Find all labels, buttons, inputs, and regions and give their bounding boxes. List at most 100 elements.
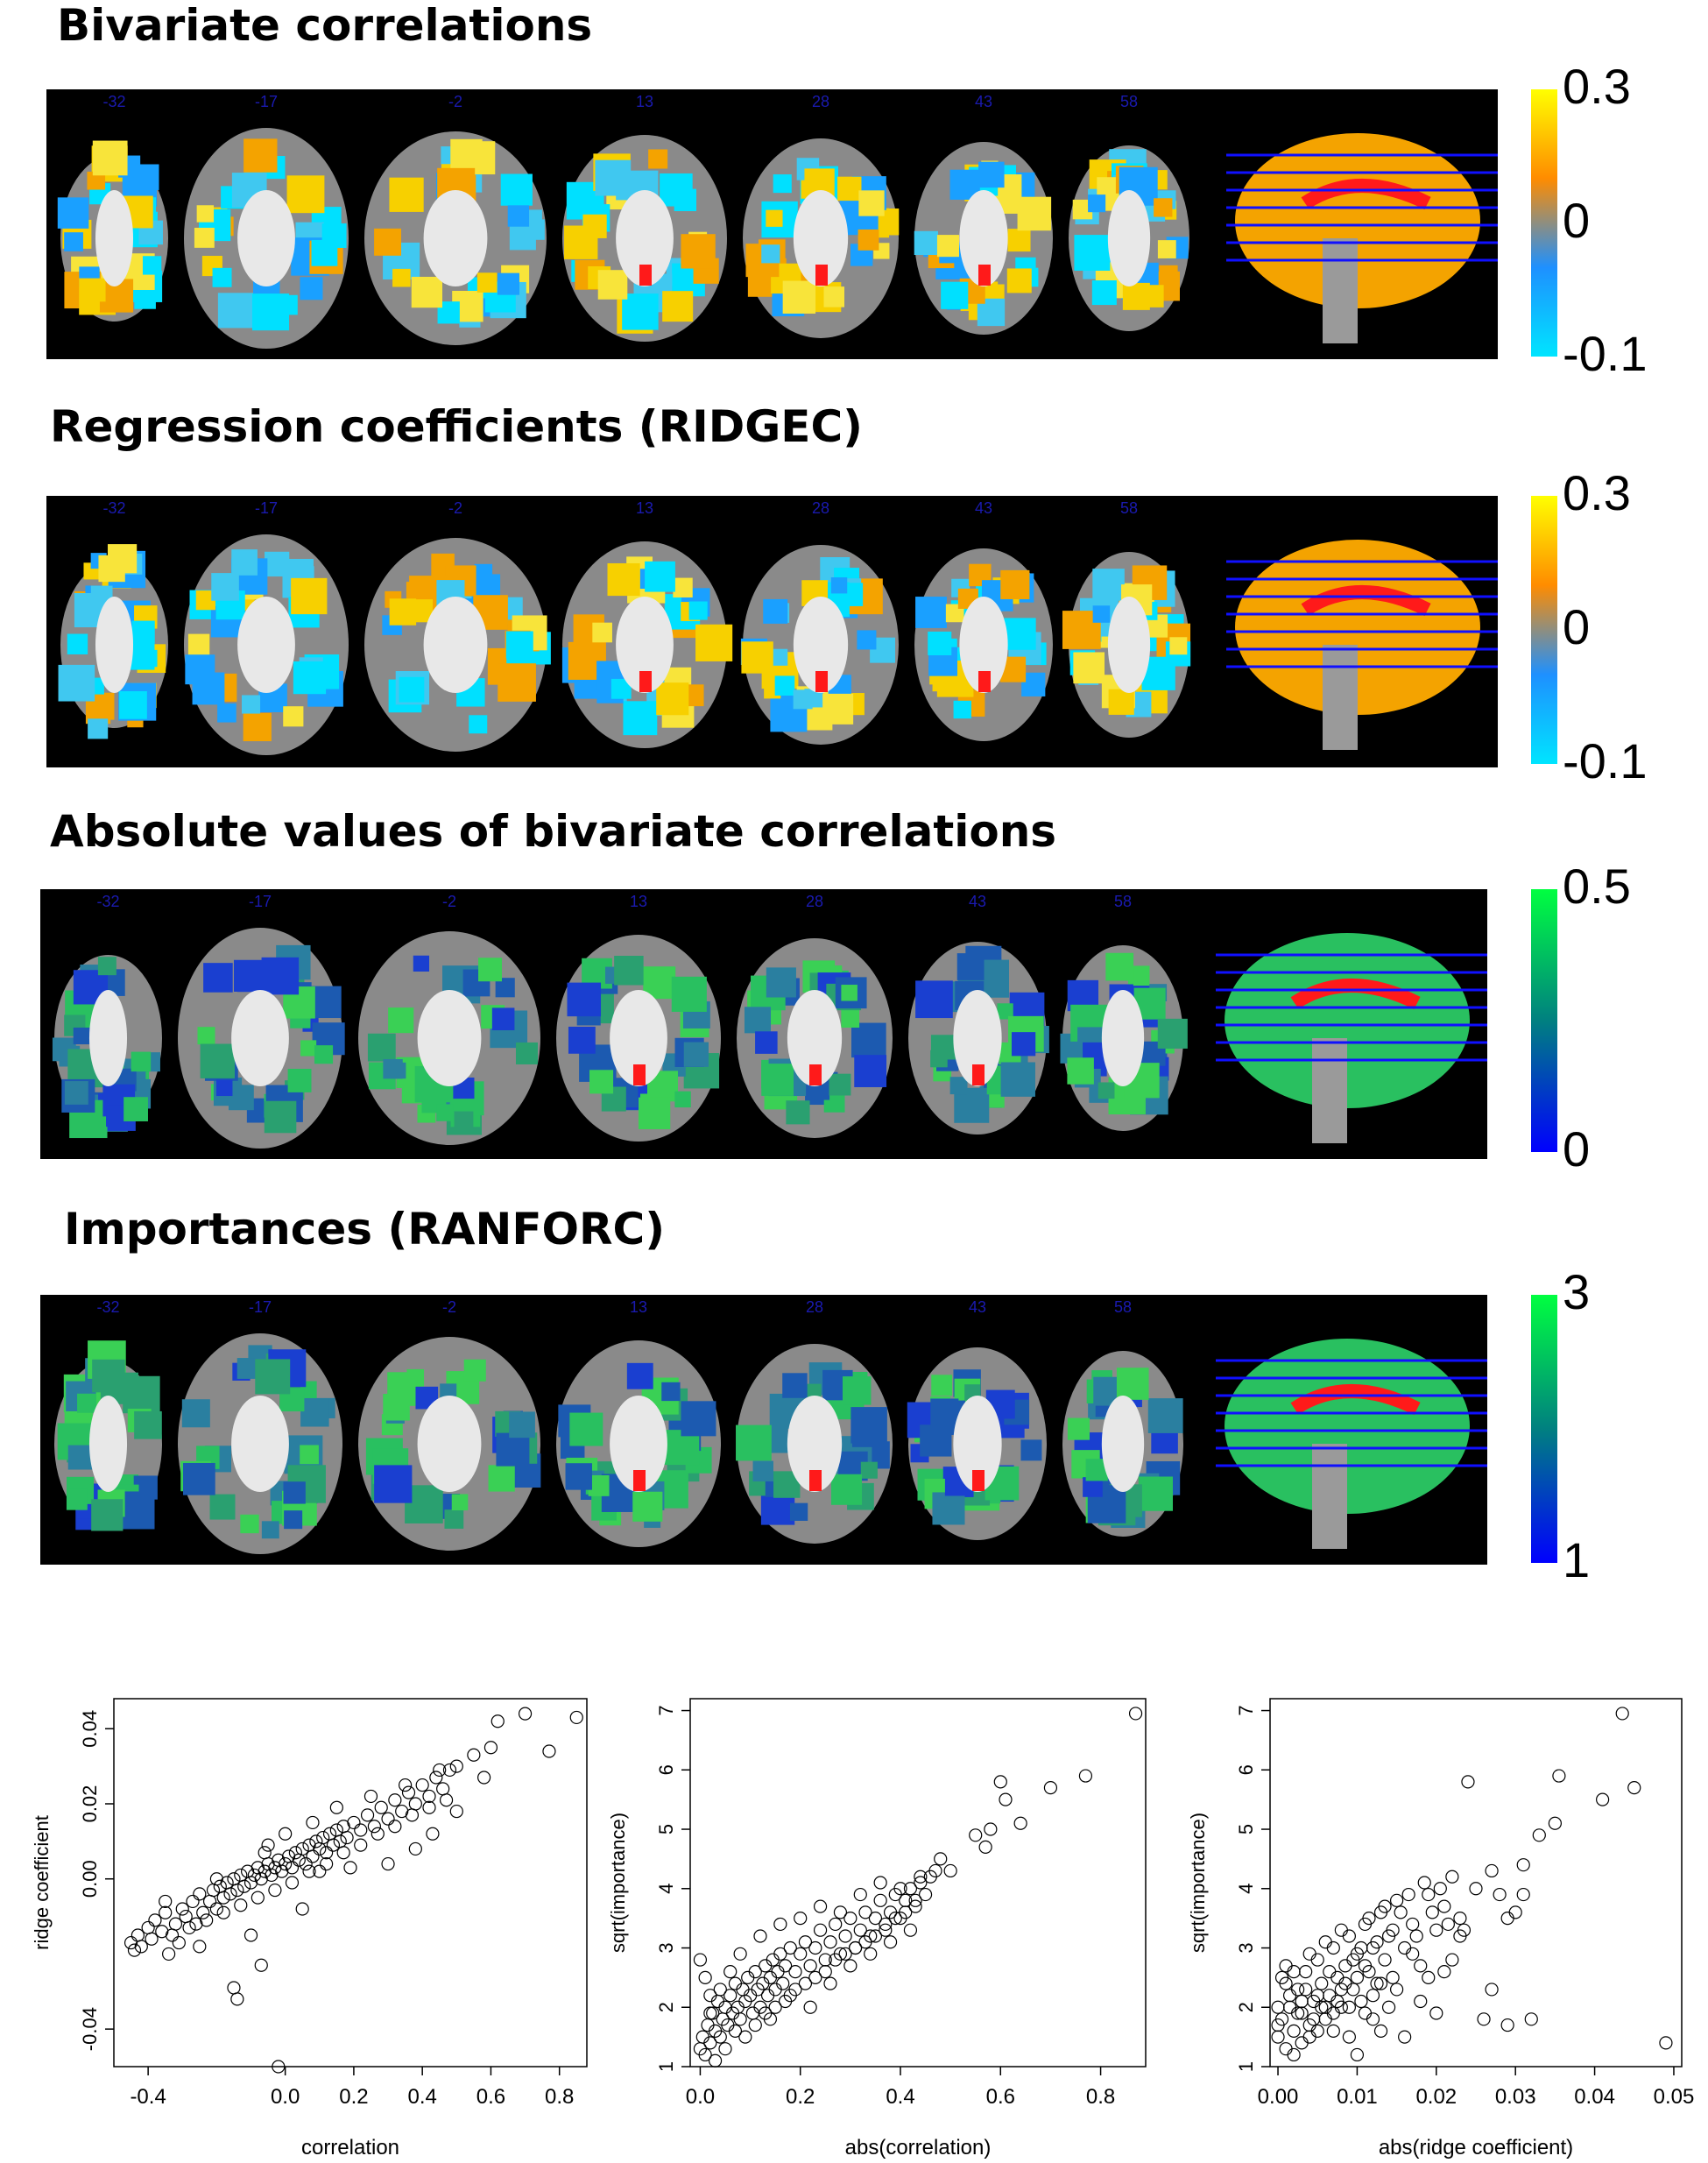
activation-patch bbox=[774, 675, 795, 696]
axial-slice: 28 bbox=[737, 893, 893, 1138]
white-matter bbox=[231, 990, 289, 1086]
data-point bbox=[1627, 1781, 1641, 1795]
activation-patch bbox=[632, 1491, 663, 1522]
activation-patch bbox=[1067, 1057, 1094, 1085]
data-point bbox=[864, 1947, 878, 1961]
data-point bbox=[354, 1838, 368, 1852]
data-point bbox=[1508, 1905, 1522, 1919]
data-point bbox=[736, 1983, 750, 1997]
axial-slice: 28 bbox=[740, 499, 899, 745]
data-point bbox=[302, 1864, 316, 1878]
activation-patch bbox=[67, 633, 88, 654]
data-point bbox=[285, 1861, 300, 1875]
data-point bbox=[773, 1947, 787, 1961]
data-point bbox=[230, 1883, 244, 1898]
brainstem bbox=[1323, 238, 1358, 343]
activation-patch bbox=[614, 956, 644, 986]
activation-patch bbox=[215, 1079, 233, 1097]
seed-region bbox=[1290, 1384, 1421, 1416]
activation-patch bbox=[567, 982, 602, 1017]
activation-patch bbox=[264, 1100, 297, 1134]
activation-patch bbox=[592, 622, 612, 643]
activation-patch bbox=[1147, 1398, 1183, 1433]
data-point bbox=[141, 1920, 155, 1935]
data-point bbox=[1302, 1947, 1316, 1961]
data-point bbox=[1295, 1994, 1309, 2009]
activation-patch bbox=[399, 676, 425, 703]
activation-patch bbox=[841, 1009, 860, 1028]
brain-map-panel: -32 -17 -2 13 28 43 58 bbox=[40, 1295, 1487, 1565]
data-point bbox=[1279, 1959, 1293, 1973]
data-point bbox=[1429, 2006, 1443, 2020]
data-point bbox=[1659, 2036, 1673, 2050]
data-point bbox=[1406, 1947, 1420, 1961]
slice-label: 58 bbox=[1120, 93, 1138, 110]
seed-region bbox=[1301, 179, 1431, 210]
data-point bbox=[883, 1935, 898, 1949]
activation-patch bbox=[217, 703, 236, 723]
data-point bbox=[794, 1912, 808, 1926]
data-point bbox=[1350, 1970, 1365, 1984]
activation-patch bbox=[1122, 282, 1150, 310]
activation-patch bbox=[1138, 1476, 1174, 1511]
data-point bbox=[943, 1863, 957, 1878]
activation-patch bbox=[293, 661, 327, 695]
data-point bbox=[908, 1899, 922, 1913]
x-axis-label: abs(correlation) bbox=[845, 2136, 992, 2159]
data-point bbox=[429, 1771, 443, 1785]
data-point bbox=[251, 1891, 265, 1905]
data-point bbox=[1386, 1970, 1400, 1984]
data-point bbox=[1078, 1769, 1093, 1783]
activation-patch bbox=[1007, 229, 1031, 252]
sagittal-slice bbox=[1216, 1339, 1487, 1549]
data-point bbox=[209, 1902, 223, 1916]
slice-label: -32 bbox=[102, 93, 125, 110]
data-point bbox=[1370, 1935, 1384, 1949]
data-point bbox=[1330, 1994, 1345, 2009]
x-tick-label: 0.02 bbox=[1415, 2085, 1457, 2109]
data-point bbox=[518, 1707, 533, 1721]
data-point bbox=[230, 1992, 244, 2006]
data-point bbox=[1287, 2047, 1301, 2062]
data-point bbox=[243, 1928, 258, 1942]
data-point bbox=[1500, 2018, 1514, 2032]
data-point bbox=[1493, 1887, 1507, 1902]
activation-patch bbox=[662, 291, 694, 322]
data-point bbox=[234, 1898, 248, 1912]
activation-patch bbox=[626, 1362, 653, 1389]
white-matter bbox=[787, 1396, 843, 1492]
data-point bbox=[879, 1917, 893, 1932]
activation-patch bbox=[243, 712, 272, 742]
axial-slice: 13 bbox=[562, 93, 727, 342]
data-point bbox=[216, 1891, 230, 1905]
data-point bbox=[258, 1864, 272, 1878]
activation-patch bbox=[674, 188, 697, 212]
data-point bbox=[1445, 1870, 1459, 1884]
slice-label: -2 bbox=[448, 93, 462, 110]
slice-label: 13 bbox=[630, 1298, 647, 1316]
data-point bbox=[868, 1912, 883, 1926]
data-point bbox=[733, 1947, 747, 1961]
y-axis-label: ridge coefficient bbox=[31, 1815, 53, 1950]
activation-patch bbox=[300, 1397, 329, 1427]
data-point bbox=[1485, 1983, 1499, 1997]
data-point bbox=[247, 1868, 262, 1883]
data-point bbox=[1406, 1917, 1420, 1932]
activation-patch bbox=[949, 1077, 968, 1095]
data-point bbox=[1128, 1707, 1143, 1721]
x-tick-label: -0.4 bbox=[130, 2085, 166, 2109]
seed-region bbox=[809, 1470, 822, 1491]
data-point bbox=[1441, 1917, 1455, 1932]
panel-title: Absolute values of bivariate correlation… bbox=[50, 806, 1057, 857]
brainstem bbox=[1312, 1444, 1347, 1549]
data-point bbox=[449, 1804, 463, 1819]
brain-map-panel: -32 -17 -2 13 28 43 58 bbox=[46, 89, 1498, 359]
data-point bbox=[1469, 1882, 1483, 1896]
data-point bbox=[395, 1804, 409, 1819]
data-point bbox=[899, 1905, 913, 1919]
seed-region bbox=[972, 1064, 985, 1085]
activation-patch bbox=[673, 577, 693, 597]
axial-slice: 43 bbox=[914, 93, 1053, 335]
activation-patch bbox=[436, 1104, 454, 1121]
white-matter bbox=[953, 1396, 1002, 1492]
